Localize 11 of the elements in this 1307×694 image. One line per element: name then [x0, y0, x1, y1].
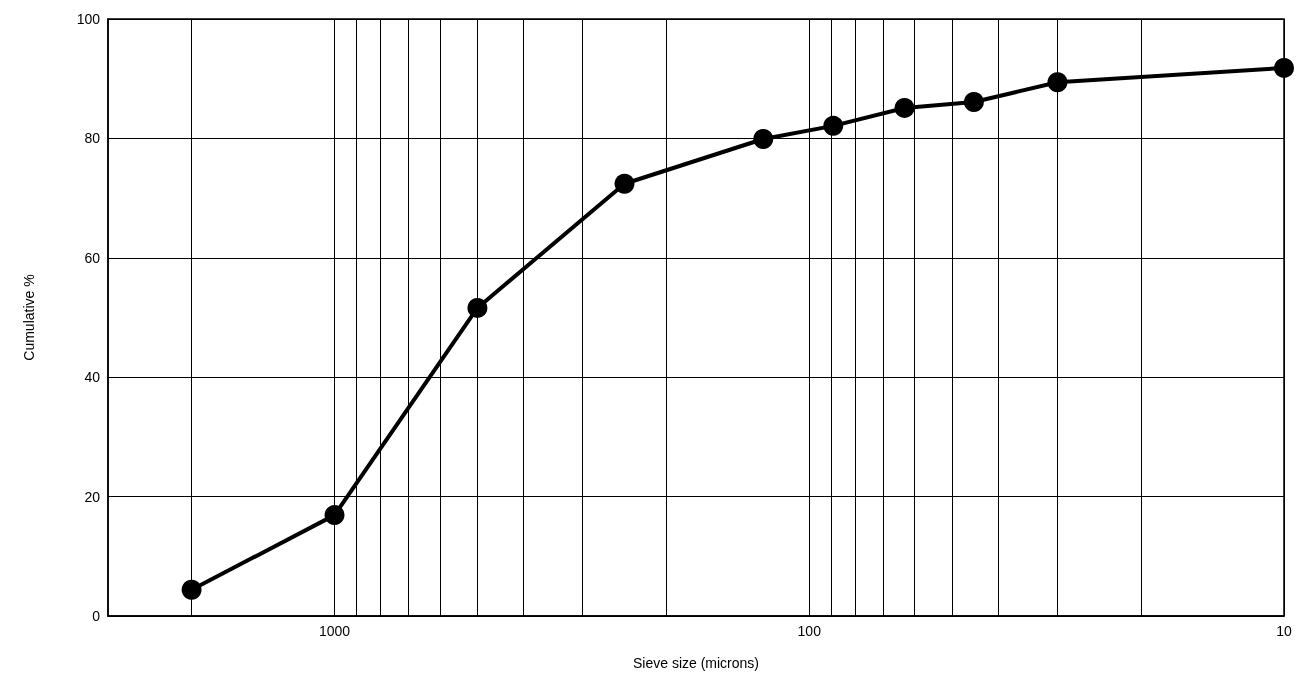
y-axis-title: Cumulative % — [21, 274, 37, 361]
y-tick-label: 0 — [92, 608, 101, 624]
x-tick-label: 1000 — [318, 623, 351, 639]
x-tick-label: 10 — [1276, 623, 1292, 639]
x-axis-title: Sieve size (microns) — [632, 655, 760, 671]
y-tick-label: 20 — [84, 488, 101, 505]
y-tick-label: 80 — [84, 130, 101, 147]
x-tick-label: 100 — [797, 623, 822, 639]
y-tick-label: 100 — [76, 11, 101, 27]
y-tick-label: 40 — [84, 369, 101, 386]
y-tick-label: 60 — [84, 249, 101, 266]
